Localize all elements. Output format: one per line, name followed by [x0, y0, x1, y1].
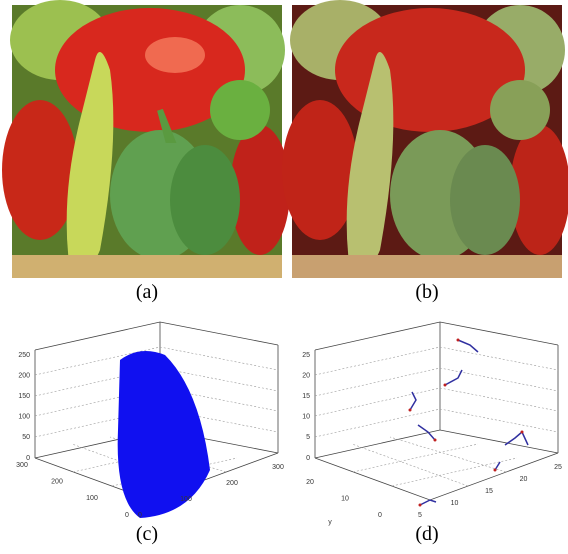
image-a: [2, 0, 290, 278]
z-tick-label: 250: [18, 352, 30, 359]
z-tick-label: 150: [18, 393, 30, 400]
right-tick-label: 20: [520, 476, 528, 483]
z-tick-label: 100: [18, 414, 30, 421]
caption: (a): [136, 281, 158, 303]
right-tick-label: 10: [451, 500, 459, 507]
caption: (b): [415, 281, 438, 303]
left-tick-label: 200: [51, 479, 63, 486]
z-tick-label: 50: [22, 434, 30, 441]
right-tick-label: 25: [554, 464, 562, 471]
plot-c: [35, 322, 278, 518]
right-tick-label: 300: [272, 464, 284, 471]
left-tick-label: 100: [86, 495, 98, 502]
z-tick-label: 10: [302, 414, 310, 421]
z-tick-label: 0: [26, 455, 30, 462]
z-tick-label: 20: [302, 372, 310, 379]
z-tick-label: 15: [302, 393, 310, 400]
left-tick-label: 0: [378, 512, 382, 519]
left-tick-label: 10: [341, 495, 349, 502]
caption: (c): [136, 523, 158, 545]
right-tick-label: 0: [138, 512, 142, 519]
right-tick-label: 200: [226, 480, 238, 487]
z-tick-label: 25: [302, 352, 310, 359]
z-tick-label: 200: [18, 372, 30, 379]
left-tick-label: 0: [125, 512, 129, 519]
right-tick-label: 15: [485, 488, 493, 495]
z-tick-label: 5: [306, 434, 310, 441]
z-tick-label: 0: [306, 455, 310, 462]
caption: (d): [415, 523, 438, 545]
right-tick-label: 100: [180, 496, 192, 503]
left-tick-label: 20: [306, 479, 314, 486]
image-b: [282, 0, 568, 278]
right-tick-label: 5: [418, 512, 422, 519]
figure: (a)(b)(c)0501001502002503002001000010020…: [0, 0, 568, 554]
left-tick-label: 300: [16, 462, 28, 469]
axis-label: y: [328, 519, 332, 526]
